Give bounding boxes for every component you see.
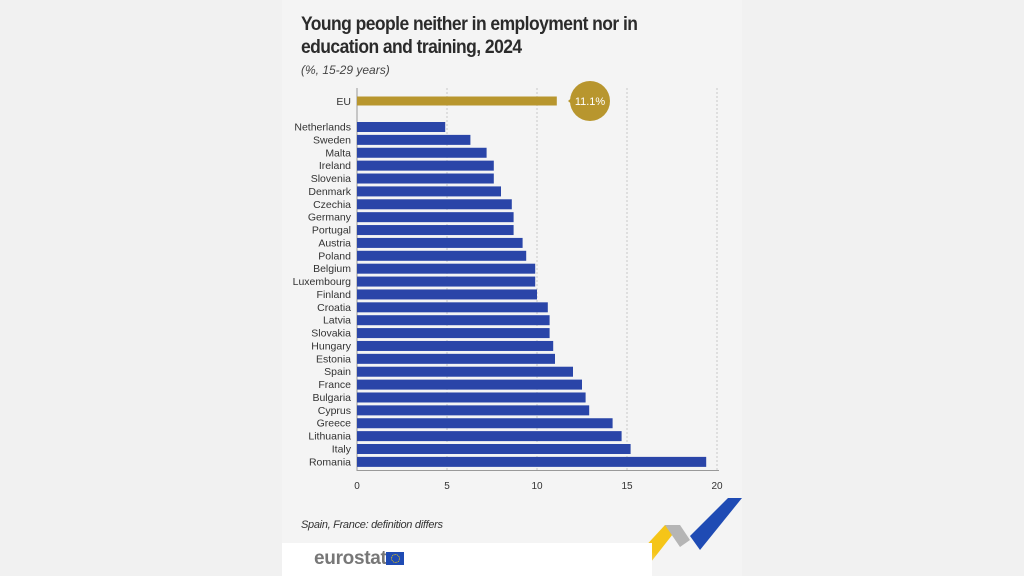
bar <box>357 276 536 287</box>
category-label: Lithuania <box>308 431 351 443</box>
bar <box>357 122 446 132</box>
category-label: Croatia <box>317 302 351 314</box>
bar <box>357 444 631 454</box>
category-label: Malta <box>325 147 351 159</box>
bar <box>357 315 550 326</box>
bar <box>357 225 514 236</box>
bar <box>357 456 707 467</box>
category-label: Ireland <box>319 160 351 172</box>
bar <box>357 353 555 364</box>
category-label: Finland <box>317 289 352 301</box>
footer-band <box>282 543 652 576</box>
x-tick-label: 0 <box>354 481 360 492</box>
category-label: Belgium <box>313 263 351 275</box>
category-label: Cyprus <box>318 405 351 417</box>
bar <box>357 431 622 442</box>
category-label: Slovakia <box>311 328 351 340</box>
category-label: Italy <box>332 444 352 456</box>
bar <box>357 212 514 223</box>
bar-eu <box>357 96 557 106</box>
category-label: Denmark <box>308 186 351 198</box>
x-tick-label: 15 <box>621 481 633 492</box>
category-label: Netherlands <box>294 122 351 134</box>
bar <box>357 250 527 261</box>
category-label: Greece <box>317 418 352 430</box>
bar <box>357 302 548 313</box>
bar <box>357 237 523 248</box>
x-tick-label: 10 <box>531 481 543 492</box>
category-label: Spain <box>324 366 351 378</box>
category-label: Hungary <box>311 340 351 352</box>
bar <box>357 173 494 184</box>
ribbon-blue <box>690 498 742 550</box>
category-label: Czechia <box>313 199 351 211</box>
category-label: Portugal <box>312 225 351 237</box>
bar <box>357 147 487 158</box>
category-label: Slovenia <box>311 173 351 185</box>
bar <box>357 379 582 390</box>
category-label: Germany <box>308 212 352 224</box>
chart-card <box>282 0 742 576</box>
bar <box>357 392 586 403</box>
category-label: EU <box>336 96 351 108</box>
category-label: Latvia <box>323 315 351 327</box>
callout-bubble <box>570 81 610 121</box>
category-label: Romania <box>309 456 351 468</box>
chart-title: Young people neither in employment nor i… <box>301 14 638 58</box>
bar <box>357 418 613 429</box>
bar <box>357 160 494 171</box>
category-label: Estonia <box>316 353 351 365</box>
bar <box>357 405 590 416</box>
category-label: Austria <box>318 237 351 249</box>
category-label: Luxembourg <box>293 276 352 288</box>
category-label: France <box>318 379 351 391</box>
eurostat-logo: eurostat <box>314 548 387 569</box>
category-label: Sweden <box>313 134 351 146</box>
bar <box>357 199 512 210</box>
bar <box>357 134 471 145</box>
data-label: 11.1% <box>575 96 606 108</box>
bar <box>357 366 573 377</box>
x-tick-label: 5 <box>444 481 450 492</box>
ribbon-gray <box>665 525 690 547</box>
x-tick-label: 20 <box>711 481 723 492</box>
category-label: Poland <box>318 250 351 262</box>
footnote: Spain, France: definition differs <box>301 519 443 531</box>
eu-flag-icon <box>386 552 404 565</box>
bar <box>357 263 536 274</box>
bar <box>357 328 550 339</box>
category-label: Bulgaria <box>312 392 351 404</box>
chart-subtitle: (%, 15-29 years) <box>301 63 390 77</box>
bar <box>357 186 501 197</box>
bar <box>357 289 537 300</box>
bar <box>357 340 554 351</box>
